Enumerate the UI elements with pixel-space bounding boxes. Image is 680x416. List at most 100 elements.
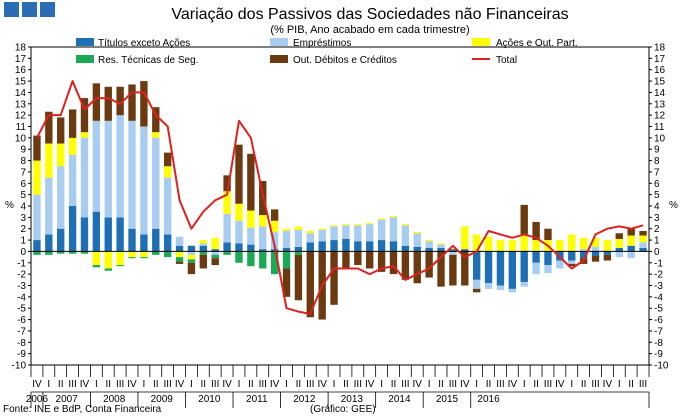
- year-label: 2015: [436, 394, 459, 405]
- bar-outros: [366, 251, 374, 269]
- bar-tecnicas: [140, 257, 148, 259]
- bar-titulos: [437, 248, 445, 252]
- bar-tecnicas: [128, 257, 136, 259]
- y-axis-label-right: %: [669, 200, 678, 211]
- quarter-label: II: [486, 379, 492, 390]
- bar-tecnicas: [80, 251, 89, 254]
- quarter-label: IV: [270, 379, 280, 390]
- bar-acoes: [68, 137, 77, 155]
- bar-acoes: [33, 160, 41, 195]
- bar-emprestimos: [508, 288, 517, 293]
- bar-tecnicas: [211, 254, 219, 259]
- year-label: 2008: [103, 394, 126, 405]
- bar-tecnicas: [259, 251, 267, 269]
- bar-emprestimos: [425, 241, 433, 249]
- logo-square-3: [40, 2, 55, 17]
- y-tick-label-left: -4: [17, 292, 26, 303]
- bar-emprestimos: [80, 137, 89, 218]
- y-tick-label-right: 8: [654, 156, 660, 167]
- quarter-label: II: [296, 379, 302, 390]
- bar-outros: [615, 233, 623, 239]
- year-label: 2009: [151, 394, 174, 405]
- bar-acoes: [235, 203, 243, 221]
- quarter-label: III: [211, 379, 219, 390]
- quarter-label: I: [285, 379, 288, 390]
- bar-emprestimos: [116, 115, 124, 218]
- bar-acoes: [496, 240, 505, 252]
- y-tick-label-left: -10: [12, 361, 27, 372]
- y-tick-label-right: 9: [654, 145, 660, 156]
- y-tick-label-left: 2: [20, 224, 26, 235]
- quarter-label: IV: [32, 379, 42, 390]
- bar-titulos: [366, 241, 374, 252]
- y-tick-label-left: -9: [17, 349, 26, 360]
- bar-titulos: [318, 241, 326, 252]
- bar-titulos: [603, 251, 612, 255]
- bar-outros: [603, 254, 612, 261]
- bar-titulos: [116, 217, 124, 252]
- y-tick-label-right: -9: [654, 349, 663, 360]
- year-label: 2013: [341, 394, 364, 405]
- bar-outros: [389, 251, 398, 275]
- bar-outros: [449, 254, 457, 286]
- y-tick-label-right: -6: [654, 315, 663, 326]
- bar-titulos: [211, 249, 219, 252]
- y-tick-label-right: -2: [654, 270, 663, 281]
- legend-label-total: Total: [496, 55, 517, 66]
- quarter-label: I: [238, 379, 241, 390]
- bar-emprestimos: [377, 219, 386, 241]
- bar-emprestimos: [627, 251, 635, 259]
- bar-emprestimos: [33, 194, 41, 241]
- bar-outros: [104, 86, 112, 121]
- bar-titulos: [33, 240, 41, 252]
- quarter-label: IV: [460, 379, 470, 390]
- y-tick-label-left: 3: [20, 213, 26, 224]
- legend-label-outros: Out. Débitos e Créditos: [293, 55, 397, 66]
- bar-outros: [282, 268, 291, 297]
- y-tick-label-right: 6: [654, 179, 660, 190]
- bar-acoes: [508, 240, 517, 252]
- quarter-label: III: [354, 379, 362, 390]
- bar-titulos: [235, 243, 243, 252]
- y-axis-label-left: %: [5, 200, 14, 211]
- quarter-label: I: [523, 379, 526, 390]
- y-tick-label-right: 16: [654, 65, 666, 76]
- bar-outros: [354, 251, 362, 266]
- legend-swatch-outros: [270, 55, 288, 63]
- bar-acoes: [413, 232, 421, 234]
- bar-titulos: [413, 246, 421, 252]
- bar-tecnicas: [175, 257, 184, 262]
- logo-square-2: [22, 2, 37, 17]
- legend-label-titulos: Títulos exceto Ações: [98, 38, 190, 49]
- bar-outros: [187, 262, 196, 275]
- y-tick-label-right: 12: [654, 111, 666, 122]
- bar-acoes: [128, 251, 136, 258]
- bar-emprestimos: [152, 137, 160, 229]
- bar-emprestimos: [140, 126, 148, 235]
- quarter-label: II: [58, 379, 64, 390]
- quarter-label: IV: [222, 379, 232, 390]
- bar-emprestimos: [104, 120, 112, 218]
- legend-swatch-tecnicas: [76, 55, 94, 63]
- bar-outros: [425, 251, 433, 278]
- y-tick-label-left: 12: [15, 111, 27, 122]
- bar-titulos: [247, 244, 255, 252]
- quarter-label: II: [628, 379, 634, 390]
- y-tick-label-left: -5: [17, 304, 26, 315]
- bar-acoes: [603, 240, 612, 252]
- bar-tecnicas: [223, 251, 231, 255]
- bar-titulos: [152, 228, 160, 252]
- y-tick-label-right: -4: [654, 292, 663, 303]
- bar-outros: [175, 261, 184, 264]
- bar-acoes: [437, 243, 445, 245]
- quarter-label: II: [391, 379, 397, 390]
- source-note: Fonte: INE e BdP, Conta Financeira: [3, 404, 162, 415]
- bar-outros: [223, 175, 231, 192]
- y-tick-label-right: 4: [654, 202, 660, 213]
- bar-emprestimos: [556, 260, 564, 269]
- bar-tecnicas: [45, 251, 53, 255]
- bar-outros: [413, 251, 421, 284]
- bar-emprestimos: [235, 220, 243, 244]
- quarter-label: II: [201, 379, 207, 390]
